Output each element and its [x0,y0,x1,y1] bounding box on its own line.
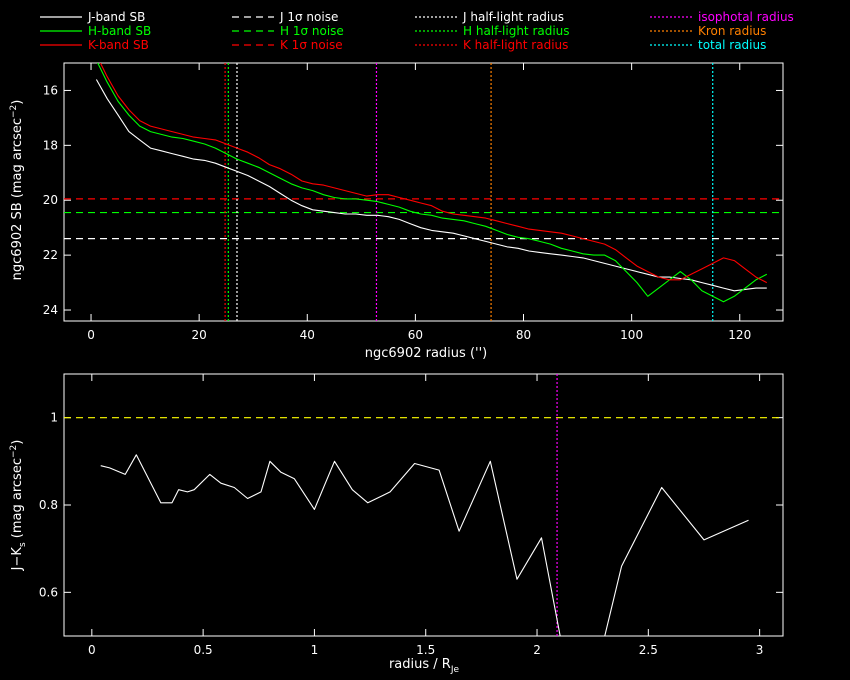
x-axis-label-main: radius / R [389,657,451,672]
surface-brightness-panel: 0 20 40 60 80 100 120 16 18 20 22 24 ngc6902 radius … [9,62,784,361]
y-tick-label: 0.8 [39,498,58,512]
y-axis-label: ngc6902 SB (mag arcsec−2) [9,100,25,281]
x-tick-label: 0.5 [194,643,213,657]
legend-label-j-1-noise: J 1σ noise [279,10,338,24]
y-axis-label-main: ngc6902 SB (mag arcsec [10,118,25,280]
y-tick-label: 20 [43,193,58,207]
plot-frame [63,62,784,322]
y-axis-label-main: J−K [10,547,25,572]
y-tick-label: 0.6 [39,585,58,599]
x-tick-label: 60 [408,328,423,342]
series-j-ks [100,454,749,636]
x-tick-label: 3 [756,643,764,657]
x-tick-label: 0 [87,328,95,342]
y-tick-label: 18 [43,138,58,152]
x-axis-label: ngc6902 radius ('') [365,346,487,361]
x-tick-label: 20 [192,328,207,342]
series-j-band-sb [95,79,767,292]
y-axis-label-subscript: s [18,542,28,547]
y-tick-label: 16 [43,83,58,97]
x-axis-label-subscript: Je [450,665,460,675]
x-tick-label: 2.5 [639,643,658,657]
x-tick-label: 1.5 [416,643,435,657]
legend-label-total-radius: total radius [698,38,766,52]
legend-label-k-band-sb: K-band SB [88,38,149,52]
plot-area [64,374,783,636]
legend-label-h-band-sb: H-band SB [88,24,151,38]
x-tick-label: 40 [300,328,315,342]
x-tick-label: 1 [311,643,319,657]
y-axis-label-middle: (mag arcsec [10,458,25,542]
y-axis-label: J−Ks (mag arcsec−2) [9,440,28,572]
plot-area [64,63,783,321]
legend: J-band SB J 1σ noise J half-light radius is… [40,10,794,52]
series-h-band-sb [97,63,768,303]
y-axis-label-tail: ) [10,100,25,105]
x-tick-label: 2 [533,643,541,657]
y-tick-label: 22 [43,248,58,262]
legend-label-kron-radius: Kron radius [698,24,766,38]
y-tick-label: 24 [43,303,58,317]
y-axis-label-exponent: −2 [9,105,19,118]
x-tick-label: 0 [88,643,96,657]
legend-label-j-half-light-radius: J half-light radius [462,10,564,24]
x-tick-label: 100 [620,328,643,342]
x-tick-label: 120 [728,328,751,342]
legend-label-isophotal-radius: isophotal radius [698,10,794,24]
y-axis-label-exponent: −2 [9,445,19,458]
legend-label-j-band-sb: J-band SB [87,10,145,24]
legend-label-k-half-light-radius: K half-light radius [463,38,568,52]
y-axis-label-tail: ) [10,440,25,445]
legend-label-k-1-noise: K 1σ noise [280,38,343,52]
legend-label-h-half-light-radius: H half-light radius [463,24,570,38]
y-tick-label: 1 [50,411,58,425]
legend-label-h-1-noise: H 1σ noise [280,24,344,38]
series-k-band-sb [99,63,768,284]
x-tick-label: 80 [516,328,531,342]
color-profile-panel: 0 0.5 1 1.5 2 2.5 3 0.6 0.8 1 radius / RJe J−Ks (ma… [9,373,784,675]
x-axis-label: radius / RJe [389,657,460,675]
